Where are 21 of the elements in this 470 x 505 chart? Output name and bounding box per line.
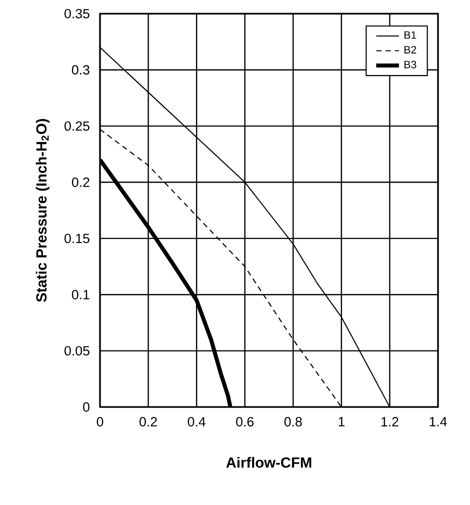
legend-label: B2 bbox=[404, 46, 416, 54]
y-tick-label: 0.1 bbox=[72, 290, 90, 300]
y-tick-label: 0.35 bbox=[64, 8, 90, 18]
y-axis-title: Static Pressure (Inch-H$_{2}$O) bbox=[36, 119, 50, 302]
y-tick-label: 0.25 bbox=[64, 121, 90, 131]
x-tick-label: 0.6 bbox=[236, 417, 254, 426]
legend-label: B3 bbox=[404, 60, 416, 68]
x-tick-label: 1.2 bbox=[381, 417, 398, 426]
x-tick-label: 0.2 bbox=[140, 417, 157, 426]
y-tick-label: 0 bbox=[83, 402, 90, 412]
y-tick-label: 0.15 bbox=[64, 234, 90, 244]
x-tick-label: 0 bbox=[96, 417, 104, 426]
x-tick-label: 1.4 bbox=[430, 417, 447, 426]
y-tick-label: 0.05 bbox=[64, 346, 90, 356]
x-tick-label: 1 bbox=[338, 417, 345, 426]
legend-label: B1 bbox=[404, 31, 416, 39]
y-tick-label: 0.2 bbox=[72, 178, 90, 187]
x-tick-label: 0.4 bbox=[188, 417, 206, 426]
x-axis-title: Airflow-CFM bbox=[226, 456, 312, 468]
x-tick-label: 0.8 bbox=[284, 417, 302, 426]
y-tick-label: 0.3 bbox=[72, 65, 90, 75]
